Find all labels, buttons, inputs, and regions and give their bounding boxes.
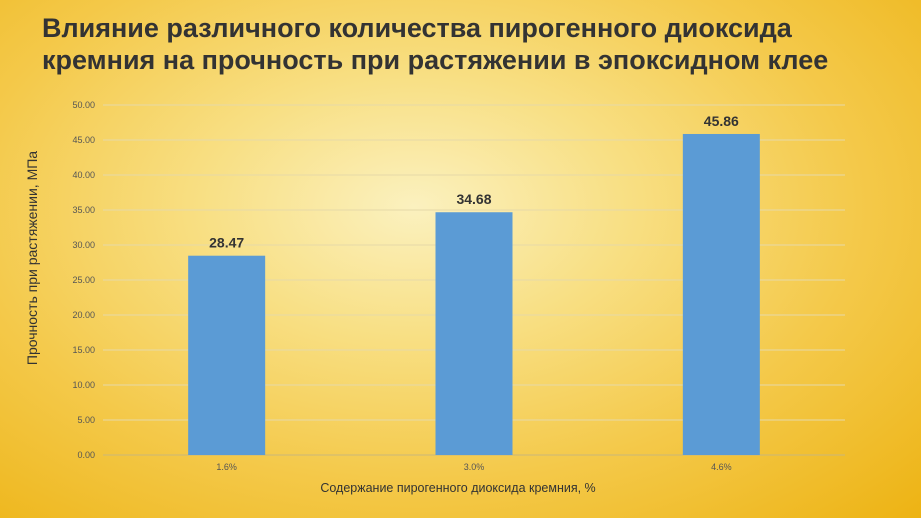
x-tick-label: 4.6% bbox=[711, 462, 732, 472]
y-tick-label: 5.00 bbox=[77, 415, 95, 425]
y-tick-label: 20.00 bbox=[72, 310, 95, 320]
y-tick-label: 30.00 bbox=[72, 240, 95, 250]
data-label: 45.86 bbox=[704, 113, 739, 129]
y-tick-label: 10.00 bbox=[72, 380, 95, 390]
y-tick-label: 50.00 bbox=[72, 100, 95, 110]
y-tick-label: 40.00 bbox=[72, 170, 95, 180]
y-tick-label: 25.00 bbox=[72, 275, 95, 285]
chart-title: Влияние различного количества пирогенног… bbox=[42, 13, 829, 75]
x-tick-label: 1.6% bbox=[216, 462, 237, 472]
bar-30 bbox=[435, 212, 513, 455]
bar-16 bbox=[188, 255, 266, 455]
data-label: 28.47 bbox=[209, 235, 244, 251]
x-tick-label: 3.0% bbox=[464, 462, 485, 472]
y-tick-label: 0.00 bbox=[77, 450, 95, 460]
y-axis-label: Прочность при растяжении, МПа bbox=[24, 150, 40, 366]
bar-46 bbox=[682, 133, 760, 456]
y-tick-label: 15.00 bbox=[72, 345, 95, 355]
x-axis-label: Содержание пирогенного диоксида кремния,… bbox=[320, 481, 596, 495]
y-tick-label: 35.00 bbox=[72, 205, 95, 215]
y-tick-label: 45.00 bbox=[72, 135, 95, 145]
data-label: 34.68 bbox=[456, 191, 491, 207]
